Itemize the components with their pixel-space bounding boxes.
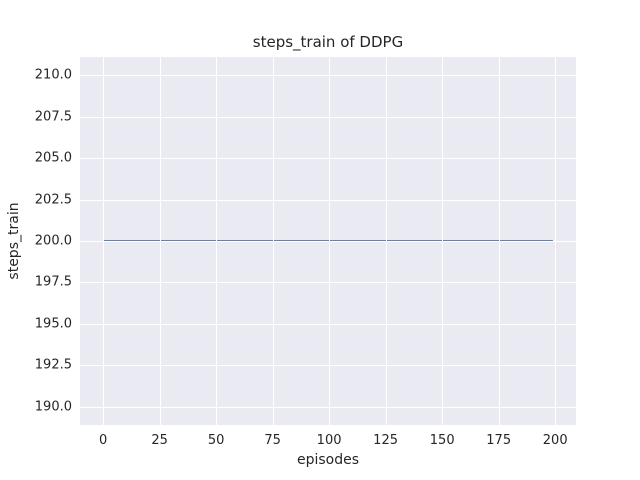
x-axis-label: episodes: [296, 452, 360, 468]
y-tick-label: 190.0: [34, 399, 72, 415]
plot-area: [80, 57, 576, 425]
gridline-horizontal: [80, 406, 576, 408]
x-tick-label: 25: [151, 433, 168, 448]
y-tick-label: 205.0: [34, 150, 72, 166]
y-tick-label: 207.5: [34, 109, 72, 125]
gridline-horizontal: [80, 241, 576, 242]
x-tick-label: 100: [316, 433, 342, 448]
y-tick-label: 210.0: [34, 67, 72, 83]
x-tick-label: 200: [542, 433, 568, 448]
gridline-horizontal: [80, 323, 576, 325]
y-tick-label: 200.0: [34, 233, 72, 249]
x-tick-label: 150: [429, 433, 455, 448]
chart-title: steps_train of DDPG: [252, 33, 404, 51]
x-tick-label: 50: [207, 433, 225, 448]
x-tick-label: 175: [486, 433, 512, 448]
y-tick-label: 202.5: [34, 192, 72, 208]
y-tick-label: 192.5: [34, 357, 72, 373]
gridline-horizontal: [80, 75, 576, 77]
x-tick-label: 75: [264, 433, 281, 448]
gridline-horizontal: [80, 158, 576, 160]
y-axis-label: steps_train: [6, 202, 22, 280]
x-tick-label: 0: [98, 433, 108, 448]
gridline-horizontal: [80, 199, 576, 201]
y-tick-label: 197.5: [34, 274, 72, 290]
gridline-horizontal: [80, 282, 576, 284]
gridline-horizontal: [80, 365, 576, 367]
x-tick-label: 125: [373, 433, 399, 448]
y-tick-label: 195.0: [34, 316, 72, 332]
gridline-horizontal: [80, 116, 576, 118]
